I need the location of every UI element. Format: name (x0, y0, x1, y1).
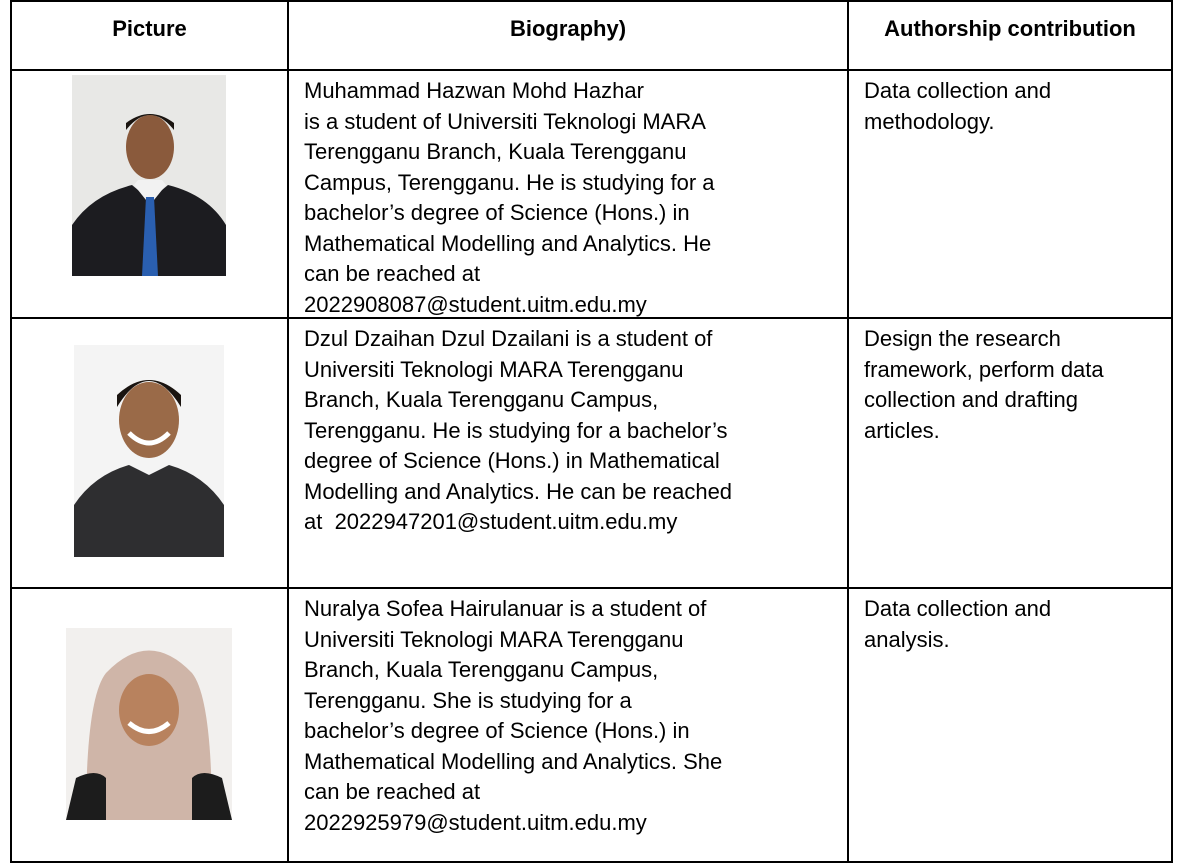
text-line: bachelor’s degree of Science (Hons.) in (304, 200, 690, 225)
photo (66, 628, 232, 820)
text-line: Terengganu Branch, Kuala Terengganu (304, 139, 687, 164)
border (10, 0, 1173, 2)
text-line: Design the research (864, 326, 1061, 351)
text-line: Terengganu. She is studying for a (304, 687, 632, 713)
text-line: analysis. (864, 626, 950, 652)
border (10, 317, 1173, 319)
text-line: Nuralya Sofea Hairulanuar is a student o… (304, 596, 707, 621)
text-line: 2022925979@student.uitm.edu.my (304, 809, 647, 835)
photo (72, 75, 226, 276)
border (847, 0, 849, 863)
text-line: is a student of Universiti Teknologi MAR… (304, 108, 706, 134)
border (10, 69, 1173, 71)
contribution: Design the research framework, perform da… (864, 324, 1104, 446)
text-line: 2022908087@student.uitm.edu.my (304, 291, 647, 317)
text-line: Branch, Kuala Terengganu Campus, (304, 387, 659, 412)
border (10, 861, 1173, 863)
text-line: Dzul Dzaihan Dzul Dzailani is a student … (304, 326, 713, 351)
text-line: Universiti Teknologi MARA Terengganu (304, 356, 684, 382)
text-line: Data collection and (864, 78, 1052, 103)
text-line: methodology. (864, 108, 995, 134)
text-line: framework, perform data (864, 356, 1104, 382)
text-line: Modelling and Analytics. He can be reach… (304, 478, 733, 504)
border (10, 587, 1173, 589)
contribution: Data collection and analysis. (864, 594, 1051, 655)
text-line: bachelor’s degree of Science (Hons.) in (304, 718, 690, 743)
text-line: Campus, Terengganu. He is studying for a (304, 169, 715, 195)
text-line: Mathematical Modelling and Analytics. He (304, 230, 712, 256)
biography: Dzul Dzaihan Dzul Dzailani is a student … (304, 324, 732, 538)
photo (74, 345, 224, 557)
header-cell: Picture (112, 16, 187, 41)
text-line: Universiti Teknologi MARA Terengganu (304, 626, 684, 652)
border (10, 0, 12, 863)
contribution: Data collection and methodology. (864, 76, 1051, 137)
text-line: Data collection and (864, 596, 1052, 621)
text-line: articles. (864, 417, 940, 443)
border (287, 0, 289, 863)
header-cell: Biography) (509, 16, 627, 41)
border (1171, 0, 1173, 863)
biography: Muhammad Hazwan Mohd Hazhar is a student … (304, 76, 715, 320)
text-line: can be reached at (304, 779, 481, 804)
biography: Nuralya Sofea Hairulanuar is a student o… (304, 594, 722, 838)
text-line: collection and drafting (864, 387, 1079, 412)
text-line: at 2022947201@student.uitm.edu.my (304, 509, 678, 534)
text-line: degree of Science (Hons.) in Mathematica… (304, 448, 720, 473)
text-line: Branch, Kuala Terengganu Campus, (304, 657, 659, 682)
text-line: can be reached at (304, 261, 481, 286)
text-line: Muhammad Hazwan Mohd Hazhar (304, 78, 644, 103)
text-line: Mathematical Modelling and Analytics. Sh… (304, 748, 723, 774)
header-cell: Authorship contribution (884, 16, 1136, 41)
text-line: Terengganu. He is studying for a bachelo… (304, 417, 728, 443)
